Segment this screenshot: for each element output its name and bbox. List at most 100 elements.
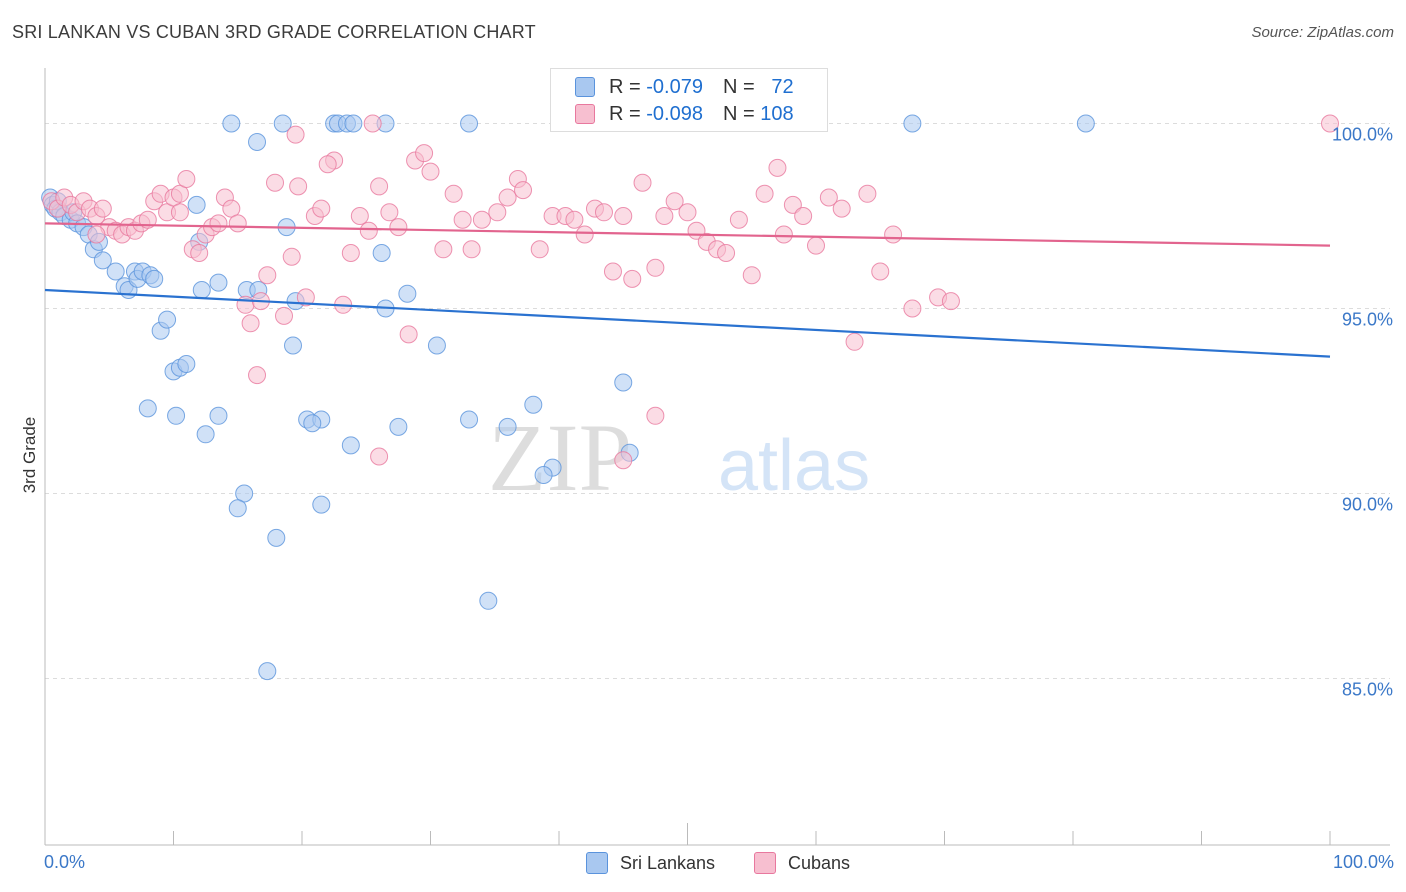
legend-n-label: N =	[722, 102, 755, 125]
point-cubans	[87, 225, 106, 244]
point-sri-lankans	[303, 414, 322, 433]
point-cubans	[903, 299, 922, 318]
point-sri-lankans	[372, 244, 391, 262]
bottom-legend-label: Sri Lankans	[620, 852, 716, 873]
point-cubans	[421, 162, 440, 181]
point-cubans	[138, 210, 157, 229]
point-sri-lankans	[498, 417, 517, 436]
point-sri-lankans	[248, 133, 267, 151]
point-cubans	[177, 170, 196, 188]
y-tick-label: 85.0%	[1342, 680, 1393, 700]
point-cubans	[248, 366, 267, 385]
point-sri-lankans	[258, 662, 277, 681]
point-sri-lankans	[209, 406, 228, 425]
point-cubans	[655, 207, 674, 225]
point-cubans	[678, 203, 697, 222]
y-tick-labels: 100.0% 95.0% 90.0% 85.0%	[1332, 125, 1393, 700]
point-sri-lankans	[267, 528, 286, 547]
chart-title: SRI LANKAN VS CUBAN 3RD GRADE CORRELATIO…	[12, 22, 536, 42]
point-cubans	[768, 158, 787, 177]
point-sri-lankans	[1076, 114, 1095, 133]
point-sri-lankans	[524, 395, 543, 414]
point-cubans	[318, 155, 337, 174]
data-points	[41, 114, 1339, 681]
point-cubans	[514, 181, 533, 200]
legend-row-cubans: R = -0.098 N = 108	[575, 102, 794, 126]
point-cubans	[472, 210, 491, 229]
point-cubans	[209, 214, 228, 233]
point-sri-lankans	[158, 310, 177, 329]
trend-lines	[44, 222, 1331, 358]
y-tick-label: 95.0%	[1342, 310, 1393, 330]
point-cubans	[594, 203, 613, 222]
legend-n-value: 72	[771, 75, 794, 98]
point-cubans	[296, 288, 315, 307]
point-cubans	[807, 236, 825, 255]
point-cubans	[370, 177, 389, 196]
point-cubans	[462, 240, 481, 259]
point-sri-lankans	[460, 114, 479, 133]
bottom-legend-cubans: Cubans	[754, 852, 850, 874]
point-cubans	[93, 199, 112, 218]
point-cubans	[389, 218, 408, 237]
point-cubans	[1321, 114, 1339, 133]
point-cubans	[444, 184, 463, 203]
point-cubans	[614, 451, 633, 470]
point-cubans	[434, 240, 453, 259]
legend-swatch-cubans	[575, 104, 595, 124]
point-cubans	[363, 114, 382, 133]
point-cubans	[236, 295, 255, 314]
point-cubans	[633, 173, 652, 192]
point-cubans	[286, 125, 305, 144]
point-cubans	[415, 144, 434, 163]
point-cubans	[575, 225, 594, 244]
point-sri-lankans	[222, 114, 241, 133]
point-cubans	[258, 266, 277, 285]
point-sri-lankans	[344, 114, 363, 133]
legend-n-value: 108	[760, 102, 794, 125]
watermark-atlas: atlas	[718, 426, 870, 506]
point-cubans	[370, 447, 389, 466]
point-sri-lankans	[196, 425, 215, 444]
point-cubans	[266, 173, 285, 192]
point-cubans	[832, 199, 851, 218]
point-sri-lankans	[614, 373, 633, 392]
point-cubans	[565, 210, 584, 229]
point-sri-lankans	[228, 499, 247, 518]
point-sri-lankans	[93, 251, 112, 270]
point-cubans	[665, 192, 684, 211]
point-cubans	[819, 188, 838, 207]
point-sri-lankans	[479, 591, 498, 610]
point-cubans	[341, 244, 360, 262]
y-tick-label: 100.0%	[1332, 125, 1393, 145]
point-cubans	[359, 221, 378, 240]
legend-n-label: N =	[722, 75, 755, 98]
point-sri-lankans	[284, 336, 303, 355]
bottom-legend-sri-lankans: Sri Lankans	[586, 852, 715, 874]
point-cubans	[794, 207, 813, 225]
point-sri-lankans	[398, 284, 417, 303]
legend-r-value: -0.079	[646, 75, 703, 98]
watermark: ZIP atlas	[488, 404, 870, 511]
point-sri-lankans	[273, 114, 292, 133]
point-sri-lankans	[460, 410, 479, 429]
legend-swatch-sri-lankans	[575, 77, 595, 97]
legend-r-label: R =	[609, 75, 641, 98]
point-cubans	[312, 199, 331, 218]
point-cubans	[289, 177, 308, 196]
point-cubans	[399, 325, 418, 344]
bottom-legend-label: Cubans	[788, 852, 851, 873]
bottom-legend-swatch	[586, 852, 608, 874]
x-tick-label-min: 0.0%	[44, 852, 86, 872]
point-cubans	[845, 332, 864, 351]
point-cubans	[170, 203, 189, 222]
point-sri-lankans	[341, 436, 360, 455]
point-sri-lankans	[106, 262, 125, 281]
point-cubans	[646, 258, 665, 277]
point-cubans	[729, 210, 748, 229]
point-cubans	[282, 247, 301, 266]
point-sri-lankans	[903, 114, 922, 133]
stats-legend: R = -0.079 N = 72 R = -0.098 N = 108	[550, 68, 828, 132]
trend-line-sri-lankans	[44, 288, 1331, 358]
point-cubans	[871, 262, 890, 281]
